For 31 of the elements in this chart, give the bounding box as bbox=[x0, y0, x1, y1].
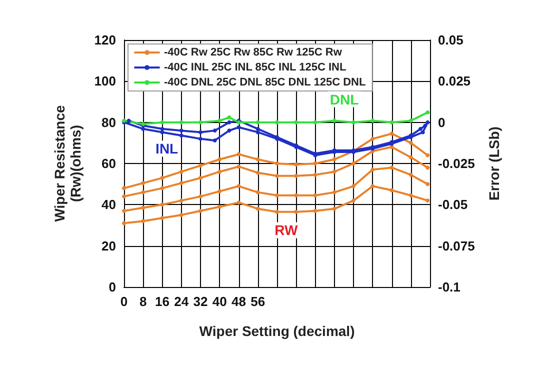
x-tick-label: 40 bbox=[212, 294, 227, 309]
legend-label: -40C Rw 25C Rw 85C Rw 125C Rw bbox=[164, 46, 342, 58]
y2-tick-label: -0.025 bbox=[438, 156, 475, 171]
annotation: DNL bbox=[330, 91, 360, 108]
y-tick-label: 60 bbox=[102, 156, 116, 171]
x-axis-title: Wiper Setting (decimal) bbox=[199, 323, 355, 339]
y2-tick-label: -0.075 bbox=[438, 238, 475, 254]
y-tick-label: 20 bbox=[102, 238, 116, 254]
x-tick-label: 48 bbox=[232, 294, 246, 309]
y-tick-label: 40 bbox=[102, 197, 116, 212]
x-tick-label: 32 bbox=[193, 294, 208, 309]
x-tick-label: 0 bbox=[120, 294, 128, 309]
annotation: RW bbox=[274, 222, 298, 238]
y-tick-label: 100 bbox=[94, 74, 116, 89]
x-tick-label: 56 bbox=[250, 294, 266, 309]
x-tick-label: 24 bbox=[174, 294, 190, 309]
annotation: INL bbox=[156, 140, 179, 157]
y-tick-label: 0 bbox=[108, 280, 116, 294]
y2-tick-label: -0.05 bbox=[438, 197, 468, 212]
y2-axis-title: Error (LSb) bbox=[486, 126, 502, 200]
y2-tick-label: 0.025 bbox=[438, 74, 471, 89]
y2-tick-label: -0.1 bbox=[438, 280, 460, 294]
legend-label: -40C DNL 25C DNL 85C DNL 125C DNL bbox=[164, 76, 366, 88]
y-axis-title: Wiper Resistance (Rw)(ohms) bbox=[51, 104, 84, 222]
legend-label: -40C INL 25C INL 85C INL 125C INL bbox=[164, 62, 346, 74]
y-tick-label: 80 bbox=[102, 114, 116, 130]
x-tick-label: 8 bbox=[140, 294, 147, 309]
y2-tick-label: 0.05 bbox=[438, 32, 464, 48]
y2-tick-label: 0 bbox=[438, 114, 446, 130]
y-tick-label: 120 bbox=[94, 32, 116, 48]
x-tick-label: 16 bbox=[155, 294, 170, 309]
